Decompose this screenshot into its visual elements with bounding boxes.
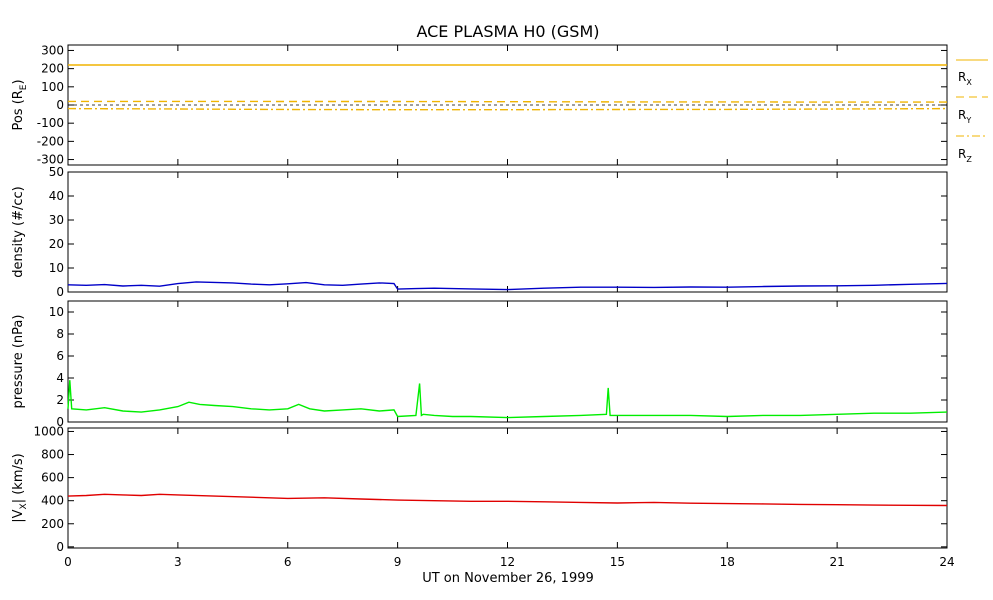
x-tick-labels: 0 3 6 9 12 15 18 21 24 — [64, 555, 954, 569]
y-tick-label: 40 — [49, 189, 64, 203]
plot-frame — [67, 427, 948, 549]
position-panel: -300 -200 -100 0 100 200 300 Pos (RE) — [11, 43, 948, 167]
density-panel: 0 10 20 30 40 50 density (#/cc) — [11, 165, 948, 299]
x-tick-label: 12 — [500, 555, 515, 569]
y-tick-label: -300 — [37, 153, 64, 167]
series-line-density — [67, 281, 948, 291]
y-tick-label: 200 — [41, 62, 64, 76]
legend-ry-label: RY — [958, 108, 971, 125]
y-tick-label: 2 — [56, 393, 64, 407]
velocity-panel: 0 200 400 600 800 1000 |VX| (km/s) — [11, 424, 948, 554]
y-tick-label: 1000 — [33, 424, 64, 438]
legend-rz-label: RZ — [958, 147, 972, 164]
y-tick-label: 20 — [49, 237, 64, 251]
y-tick-label: 100 — [41, 80, 64, 94]
pressure-panel: 0 2 4 6 8 10 pressure (nPa) — [11, 300, 948, 429]
y-tick-label: 200 — [41, 517, 64, 531]
y-axis-label: pressure (nPa) — [11, 315, 26, 409]
series-line-r-z — [67, 107, 948, 111]
y-tick-label: 6 — [56, 349, 64, 363]
x-tick-label: 0 — [64, 555, 72, 569]
x-tick-label: 6 — [284, 555, 292, 569]
y-tick-label: 10 — [49, 261, 64, 275]
y-tick-label: 0 — [56, 98, 64, 112]
plot-frame — [67, 171, 948, 293]
x-tick-label: 9 — [394, 555, 402, 569]
chart-title: ACE PLASMA H0 (GSM) — [416, 22, 599, 41]
y-tick-label: 10 — [49, 305, 64, 319]
y-tick-label: 0 — [56, 540, 64, 554]
y-tick-label: -200 — [37, 134, 64, 148]
y-axis-label: density (#/cc) — [11, 186, 26, 278]
series-line-velocity — [67, 493, 948, 507]
legend-rx-label: RX — [958, 70, 972, 87]
y-tick-label: 0 — [56, 285, 64, 299]
y-tick-label: 400 — [41, 494, 64, 508]
y-tick-label: -100 — [37, 116, 64, 130]
x-tick-label: 15 — [610, 555, 625, 569]
y-axis-label: Pos (RE) — [11, 79, 29, 130]
y-tick-label: 30 — [49, 213, 64, 227]
y-tick-label: 8 — [56, 327, 64, 341]
x-tick-label: 3 — [174, 555, 182, 569]
x-tick-label: 24 — [939, 555, 954, 569]
y-tick-label: 800 — [41, 448, 64, 462]
y-tick-label: 300 — [41, 43, 64, 57]
series-line-r-y — [68, 100, 947, 103]
y-tick-label: 600 — [41, 471, 64, 485]
y-axis-label: |VX| (km/s) — [11, 453, 29, 522]
y-tick-label: 4 — [56, 371, 64, 385]
y-tick-label: 0 — [56, 415, 64, 429]
x-tick-label: 21 — [829, 555, 844, 569]
position-legend: RX RY RZ — [956, 59, 988, 164]
x-axis-label: UT on November 26, 1999 — [422, 571, 594, 586]
series-line-pressure — [67, 380, 948, 419]
y-tick-label: 50 — [49, 165, 64, 179]
x-tick-label: 18 — [720, 555, 735, 569]
